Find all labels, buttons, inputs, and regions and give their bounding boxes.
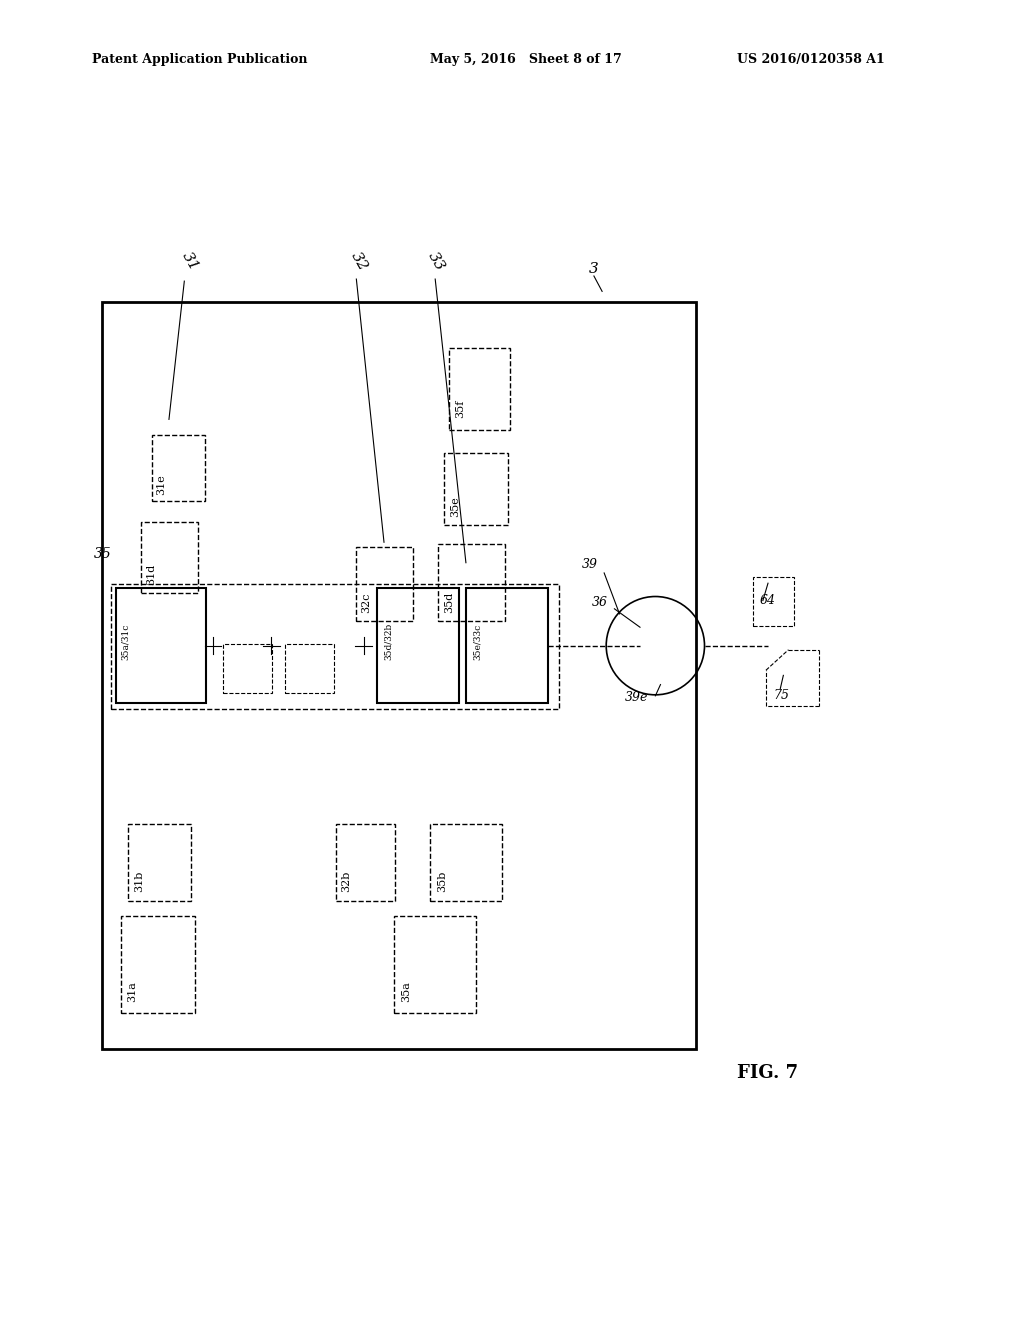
Bar [336, 824, 395, 900]
Text: 39: 39 [582, 558, 598, 570]
Text: 35d: 35d [444, 591, 455, 612]
Bar [128, 824, 191, 900]
Text: May 5, 2016   Sheet 8 of 17: May 5, 2016 Sheet 8 of 17 [430, 53, 622, 66]
Text: 35a/31c: 35a/31c [121, 623, 130, 660]
Text: 32b: 32b [341, 871, 351, 892]
Text: 31a: 31a [127, 981, 137, 1002]
Text: 64: 64 [760, 594, 776, 607]
Bar [285, 644, 334, 693]
Text: 36: 36 [592, 595, 608, 609]
Text: US 2016/0120358 A1: US 2016/0120358 A1 [737, 53, 885, 66]
Text: FIG. 7: FIG. 7 [737, 1064, 799, 1082]
Bar [223, 644, 272, 693]
Text: 35e: 35e [451, 496, 461, 516]
Text: 3: 3 [589, 261, 599, 276]
Bar [102, 301, 696, 1049]
Text: 35e/33c: 35e/33c [473, 624, 482, 660]
Text: Patent Application Publication: Patent Application Publication [92, 53, 307, 66]
Text: 35: 35 [94, 546, 112, 561]
Bar [377, 589, 459, 704]
Bar [449, 347, 510, 429]
Bar [430, 824, 502, 900]
Text: 32: 32 [348, 249, 370, 273]
Bar [394, 916, 476, 1014]
Text: 33: 33 [425, 249, 446, 273]
Bar [753, 577, 794, 626]
Bar [116, 589, 206, 704]
Bar [141, 521, 198, 594]
Bar [121, 916, 195, 1014]
Text: 32c: 32c [361, 593, 372, 612]
Text: 31: 31 [179, 249, 201, 273]
Bar [152, 434, 205, 502]
Text: 35a: 35a [401, 981, 412, 1002]
Text: 39e: 39e [625, 690, 648, 704]
Text: 35b: 35b [437, 871, 447, 892]
Text: 75: 75 [773, 689, 790, 702]
Bar [444, 453, 508, 525]
Bar [111, 585, 559, 709]
Text: 31d: 31d [146, 564, 157, 585]
Bar [466, 589, 548, 704]
Text: 31b: 31b [134, 871, 144, 892]
Bar [356, 548, 413, 622]
Bar [438, 544, 505, 622]
Text: 35d/32b: 35d/32b [384, 623, 393, 660]
Text: 31e: 31e [156, 474, 166, 495]
Text: 35f: 35f [455, 400, 465, 418]
